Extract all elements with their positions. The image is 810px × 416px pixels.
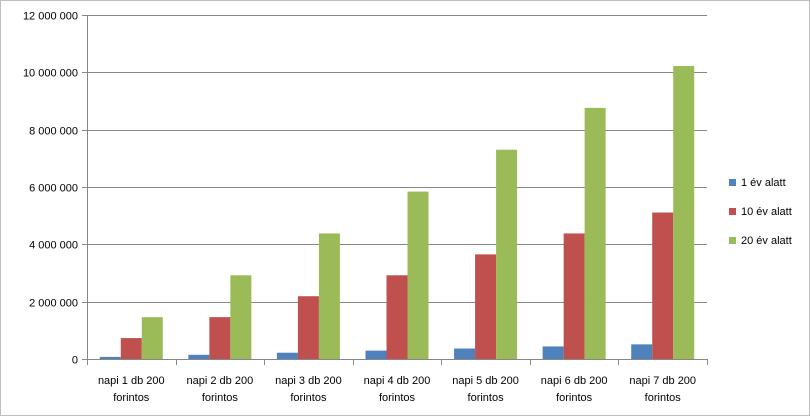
bar — [209, 317, 231, 359]
y-tick-label: 2 000 000 — [29, 298, 78, 310]
x-category-label: forintos — [113, 392, 150, 404]
x-category-label: forintos — [202, 392, 239, 404]
bar — [120, 338, 142, 359]
y-tick-label: 12 000 000 — [23, 11, 78, 23]
bar — [542, 346, 564, 359]
y-tick-label: 0 — [72, 355, 78, 367]
bar — [230, 275, 252, 359]
bar — [141, 317, 163, 359]
x-category-label: napi 1 db 200 — [98, 375, 165, 387]
x-category-label: napi 6 db 200 — [541, 375, 608, 387]
y-axis-ticks: 0 2 000 000 4 000 000 6 000 000 8 000 000 10 … — [23, 11, 87, 367]
x-category-label: forintos — [556, 392, 593, 404]
y-tick-label: 4 000 000 — [29, 240, 78, 252]
legend-swatch — [729, 237, 736, 244]
x-category-label: napi 7 db 200 — [629, 375, 696, 387]
bar — [496, 149, 518, 359]
bar — [475, 254, 497, 359]
legend: 1 év alatt 10 év alatt 20 év alatt — [729, 177, 792, 247]
x-category-label: forintos — [468, 392, 505, 404]
legend-label: 20 év alatt — [741, 235, 792, 247]
x-category-label: napi 4 db 200 — [364, 375, 431, 387]
bar — [276, 352, 298, 359]
bars — [99, 66, 695, 359]
bar — [407, 191, 429, 359]
bar — [652, 212, 674, 359]
y-tick-label: 10 000 000 — [23, 68, 78, 80]
x-category-label: napi 3 db 200 — [275, 375, 342, 387]
bar — [563, 233, 585, 359]
bar — [318, 233, 340, 359]
x-category-label: napi 2 db 200 — [187, 375, 254, 387]
bar — [673, 66, 695, 359]
legend-swatch — [729, 179, 736, 186]
x-axis-categories: napi 1 db 200 forintos napi 2 db 200 forint… — [87, 359, 708, 404]
bar — [454, 348, 476, 359]
legend-label: 10 év alatt — [741, 206, 792, 218]
legend-swatch — [729, 208, 736, 215]
legend-label: 1 év alatt — [741, 177, 786, 189]
y-tick-label: 8 000 000 — [29, 126, 78, 138]
bar — [386, 275, 408, 359]
bar — [297, 296, 319, 359]
x-category-label: forintos — [379, 392, 416, 404]
x-category-label: forintos — [645, 392, 682, 404]
x-category-label: napi 5 db 200 — [452, 375, 519, 387]
bar — [99, 356, 121, 359]
axes — [87, 15, 707, 360]
x-category-label: forintos — [290, 392, 327, 404]
bar — [188, 354, 210, 359]
bar — [584, 107, 606, 359]
y-tick-label: 6 000 000 — [29, 183, 78, 195]
bar — [365, 350, 387, 359]
bar — [631, 344, 653, 359]
